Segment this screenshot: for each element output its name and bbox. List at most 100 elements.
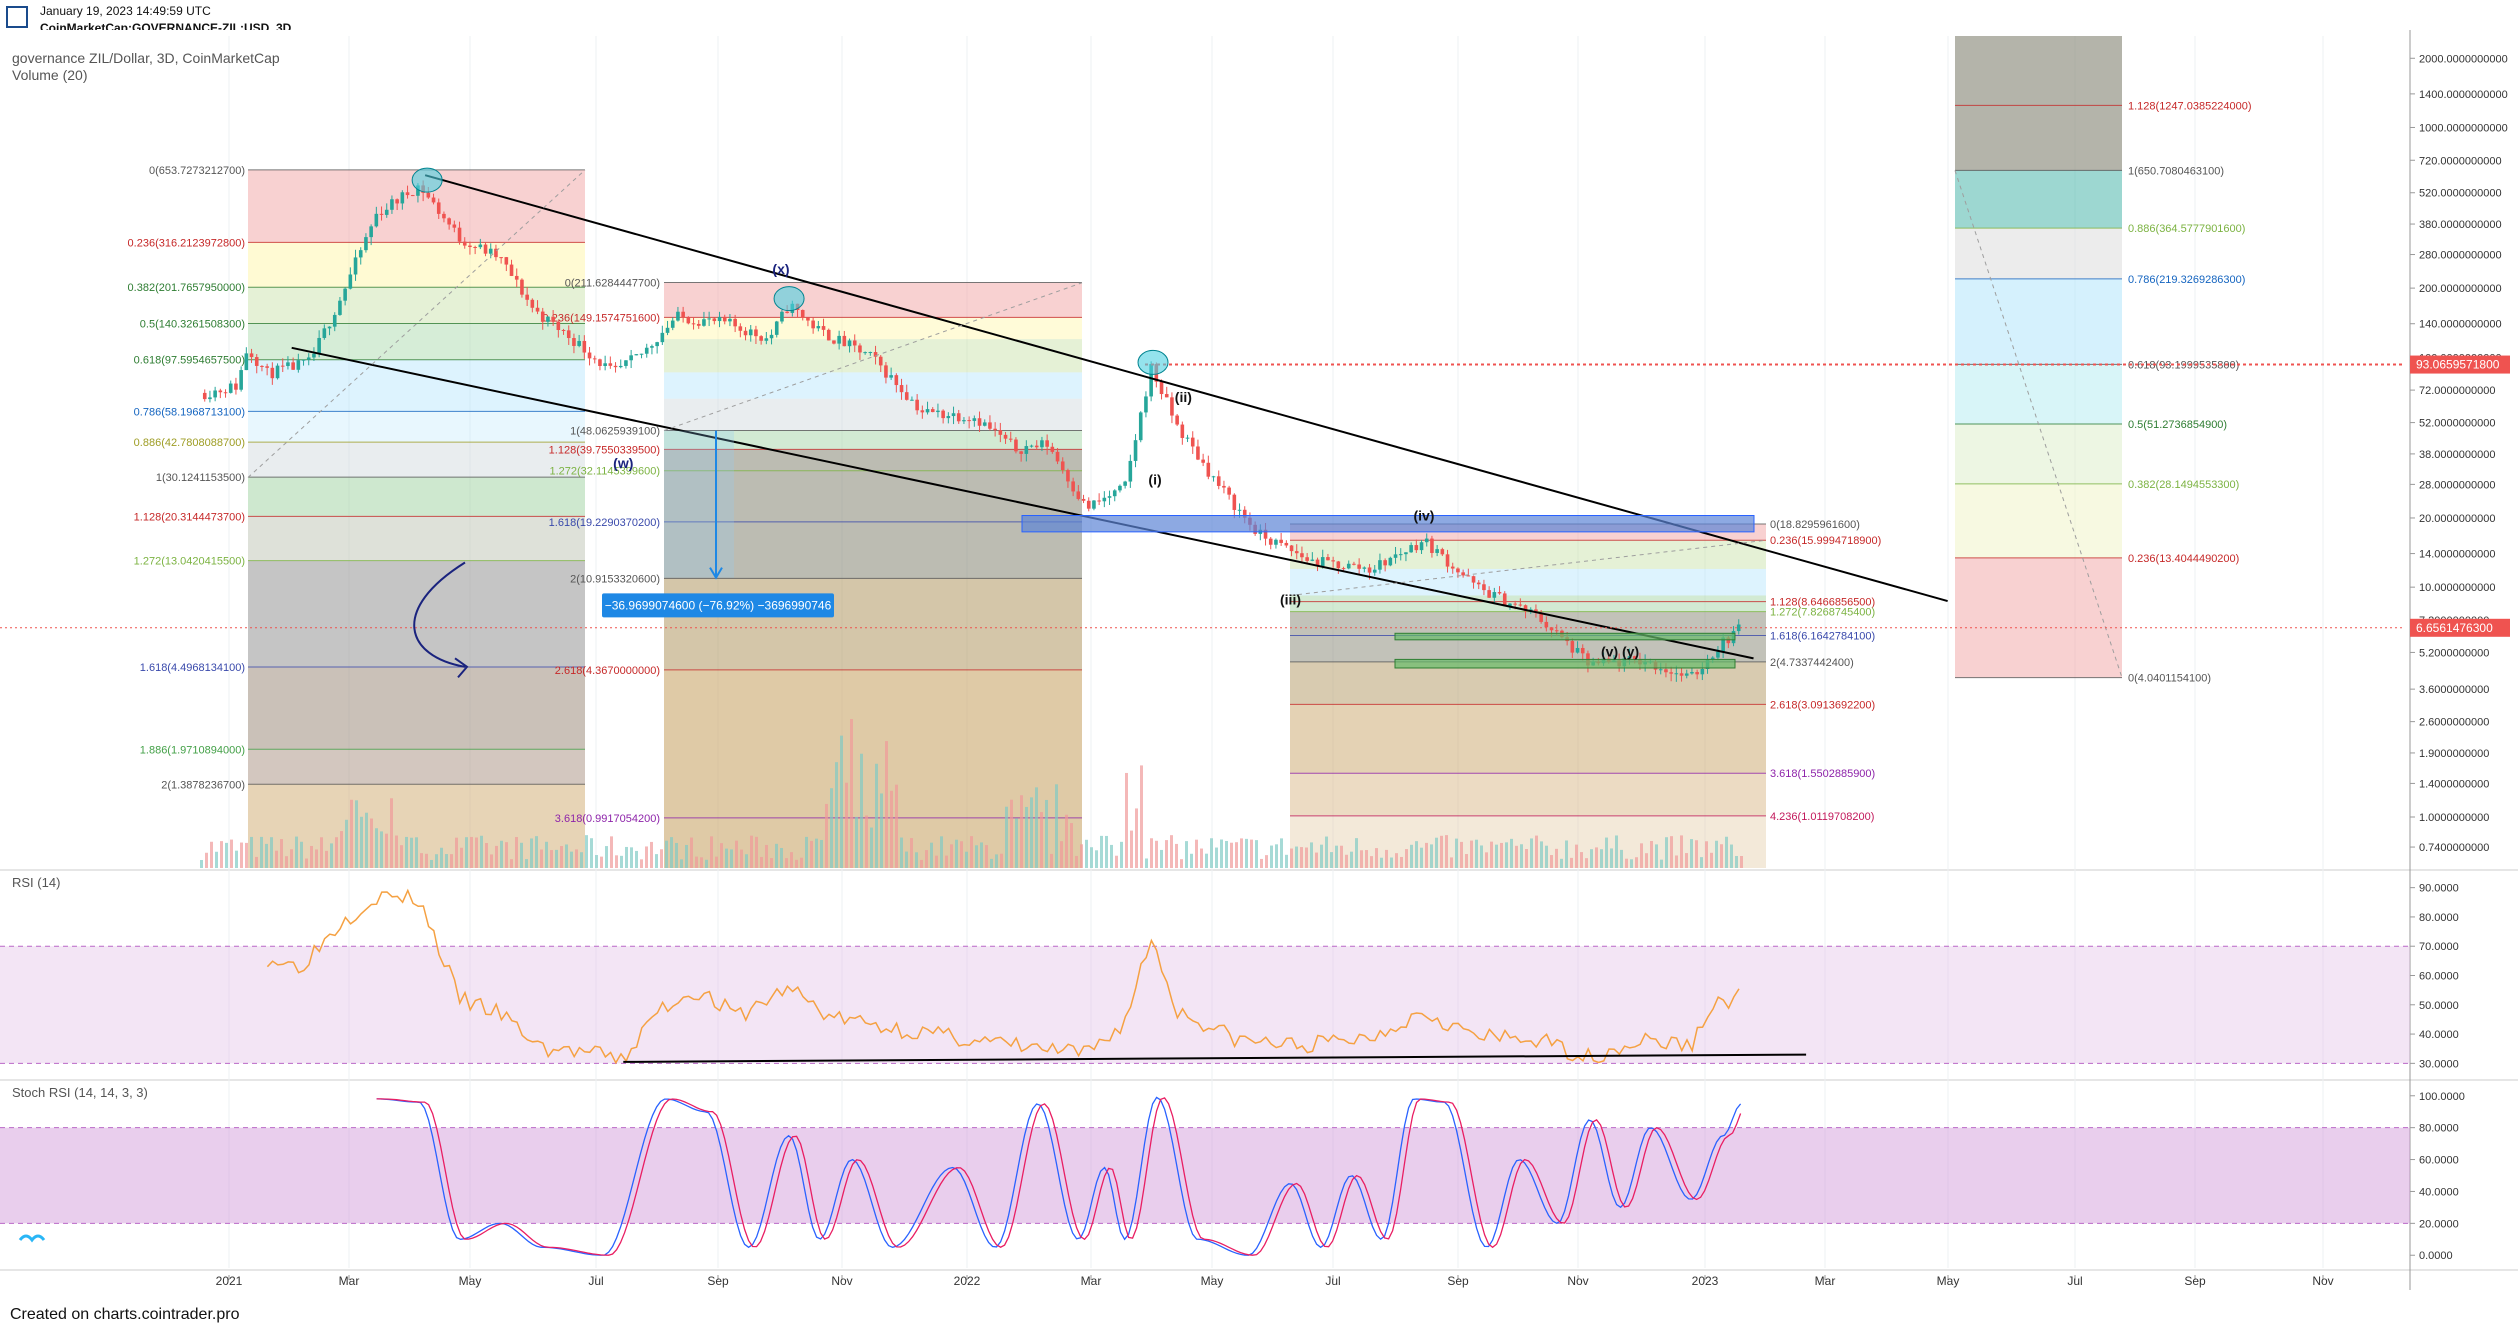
stoch-tick-label: 100.0000: [2419, 1091, 2465, 1103]
candle-body: [1008, 438, 1013, 440]
candle-body: [712, 318, 717, 322]
candle-body: [514, 275, 519, 280]
volume-bar: [820, 839, 823, 868]
volume-bar: [1195, 839, 1198, 868]
volume-bar: [270, 837, 273, 868]
rsi-tick-label: 40.0000: [2419, 1029, 2459, 1041]
volume-bar: [955, 839, 958, 868]
volume-bar: [1570, 857, 1573, 868]
candle-body: [816, 326, 821, 329]
rsi-tick-label: 70.0000: [2419, 941, 2459, 953]
candle-body: [301, 359, 306, 361]
candle-body: [873, 352, 878, 357]
volume-bar: [720, 843, 723, 868]
candle-body: [405, 192, 410, 196]
candle-body: [1263, 529, 1268, 539]
volume-bar: [1025, 806, 1028, 868]
candle-body: [800, 310, 805, 318]
volume-bar: [1030, 797, 1033, 868]
fib-label: 2.618(3.0913692200): [1770, 699, 1875, 711]
volume-bar: [670, 837, 673, 868]
candle-body: [1112, 490, 1117, 497]
volume-bar: [1425, 842, 1428, 868]
volume-bar: [540, 849, 543, 868]
volume-bar: [380, 831, 383, 868]
candle-body: [1523, 605, 1528, 612]
volume-bar: [1455, 838, 1458, 868]
volume-bar: [1255, 840, 1258, 868]
price-tick-label: 72.0000000000: [2419, 385, 2495, 397]
price-tick-label: 720.0000000000: [2419, 155, 2502, 167]
candle-body: [899, 385, 904, 393]
volume-bar: [1075, 855, 1078, 868]
candle-body: [676, 311, 680, 321]
volume-bar: [600, 856, 603, 868]
candle-body: [1045, 440, 1049, 447]
volume-bar: [255, 856, 258, 868]
time-tick-label: 2023: [1692, 1274, 1719, 1288]
volume-bar: [685, 844, 688, 868]
volume-bar: [1050, 853, 1053, 868]
stoch-legend: Stoch RSI (14, 14, 3, 3): [12, 1085, 148, 1100]
candle-body: [369, 226, 373, 238]
volume-bar: [1590, 849, 1593, 868]
candle-body: [717, 316, 722, 322]
candle-body: [592, 358, 597, 360]
volume-bar: [855, 816, 858, 868]
volume-bar: [645, 846, 648, 868]
candle-body: [239, 370, 243, 390]
candle-body: [1388, 557, 1393, 566]
volume-bar: [370, 818, 373, 868]
volume-bar: [325, 850, 328, 868]
candle-body: [291, 362, 295, 370]
fib-band: [664, 578, 1082, 670]
candle-body: [852, 340, 857, 346]
candle-body: [1060, 461, 1065, 471]
candle-body: [1710, 657, 1715, 660]
candle-body: [442, 213, 446, 219]
time-tick-label: Nov: [2312, 1274, 2333, 1288]
candle-body: [1492, 592, 1497, 598]
volume-bar: [1655, 844, 1658, 868]
candle-body: [1315, 559, 1320, 567]
candle-body: [665, 327, 670, 333]
candle-body: [811, 320, 815, 329]
volume-bar: [365, 812, 368, 868]
volume-bar: [650, 841, 653, 868]
volume-bar: [1420, 847, 1423, 868]
measure-label-box: [602, 593, 834, 618]
candle-body: [1128, 460, 1133, 482]
volume-bar: [1500, 842, 1503, 868]
candle-body: [1279, 539, 1283, 543]
candle-body: [936, 410, 940, 413]
volume-bar: [1300, 847, 1303, 868]
volume-bar: [1040, 812, 1043, 868]
candle-body: [364, 237, 368, 251]
candle-body: [868, 352, 873, 354]
candle-body: [1440, 549, 1445, 555]
candle-body: [1482, 584, 1486, 591]
volume-bar: [1445, 835, 1448, 868]
volume-bar: [285, 856, 288, 868]
candle-body: [535, 307, 540, 312]
candle-body: [468, 245, 472, 247]
candle-body: [410, 195, 415, 197]
volume-bar: [1405, 849, 1408, 868]
volume-bar: [610, 836, 613, 868]
volume-bar: [1245, 838, 1248, 868]
volume-bar: [295, 836, 298, 868]
candle-body: [962, 420, 966, 422]
fib-band: [248, 666, 585, 750]
volume-bar: [570, 851, 573, 868]
candle-body: [1575, 647, 1580, 653]
volume-bar: [960, 841, 963, 868]
rsi-legend: RSI (14): [12, 875, 60, 890]
price-tick-label: 52.0000000000: [2419, 418, 2495, 430]
fib-diagonal: [663, 282, 1083, 432]
candle-body: [374, 213, 379, 227]
volume-bar: [660, 849, 663, 868]
candle-body: [530, 299, 535, 308]
volume-bar: [1630, 859, 1633, 868]
volume-bar: [1035, 787, 1038, 868]
